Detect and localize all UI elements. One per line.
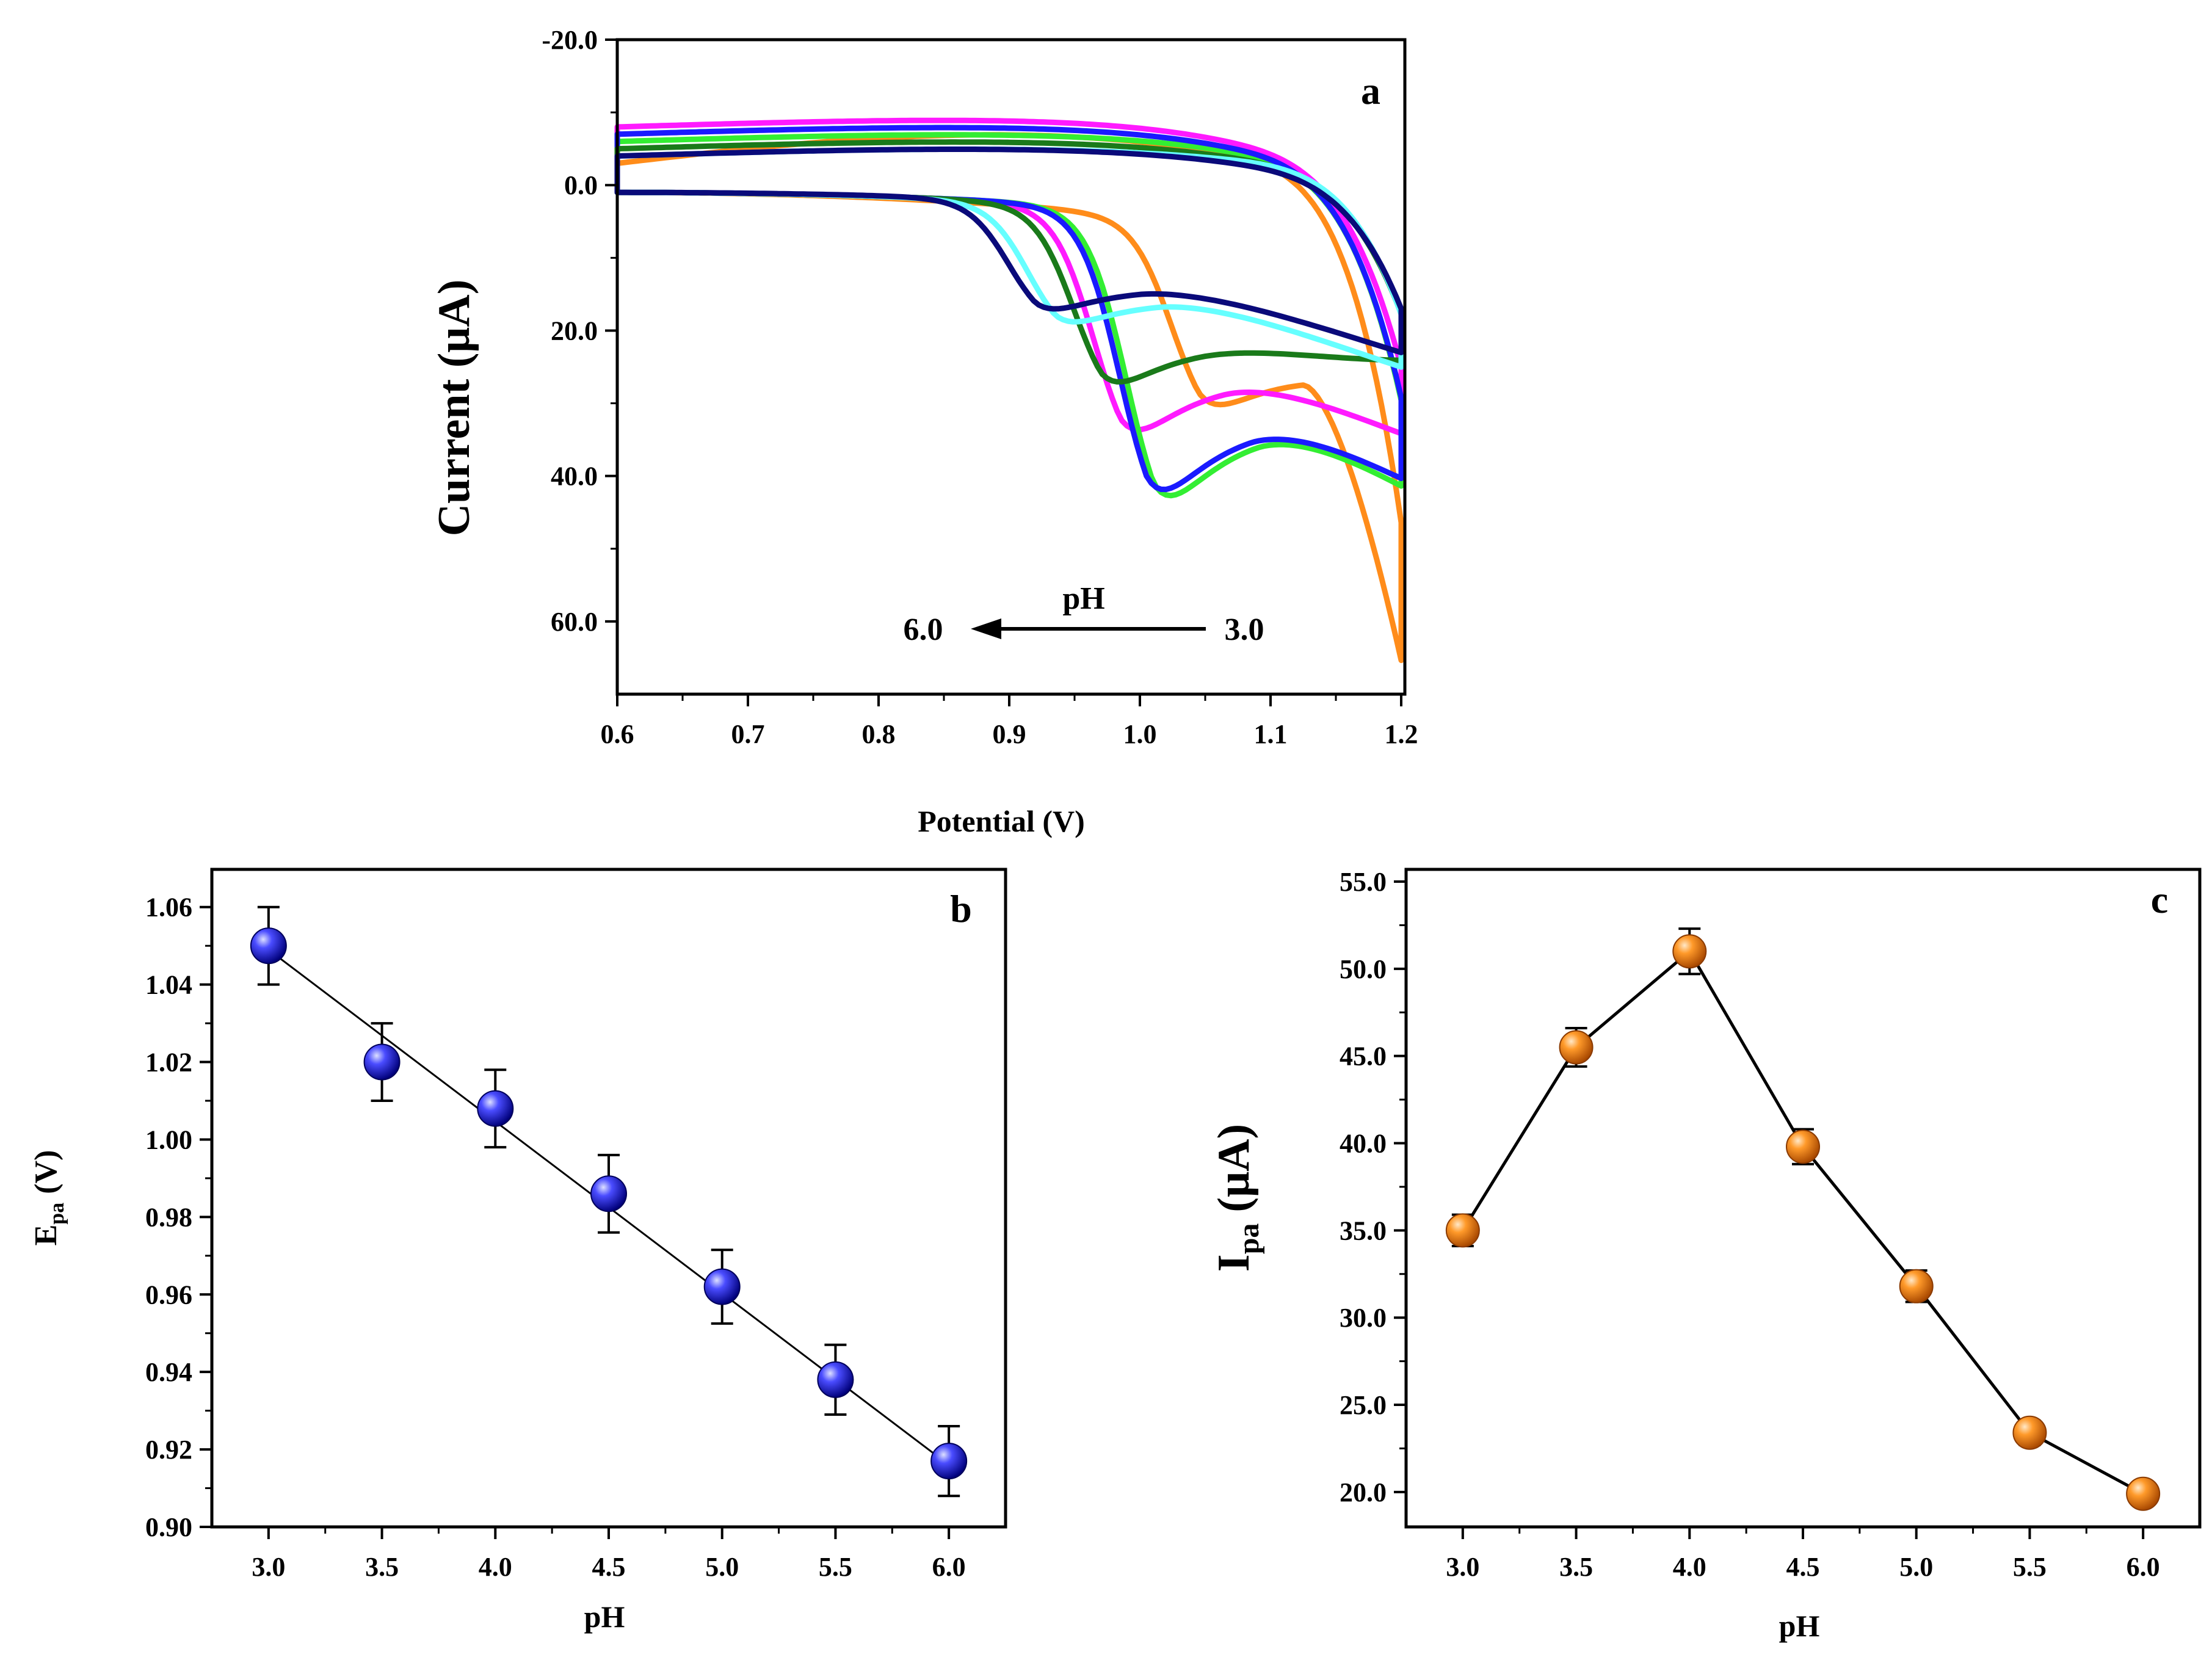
panel-c-y-tick-label: 30.0 <box>1340 1303 1387 1333</box>
panel-b-y-tick-label: 0.96 <box>145 1280 192 1310</box>
panel-b-y-tick-label: 0.90 <box>145 1512 192 1542</box>
panel-a-x-tick-label: 1.2 <box>1385 719 1418 749</box>
panel-b-y-tick-label: 1.00 <box>145 1125 192 1154</box>
panel-b-point <box>590 1175 627 1212</box>
panel-c-point <box>2126 1476 2161 1511</box>
panel-c-y-tick-label: 55.0 <box>1340 867 1387 897</box>
panel-a-x-ticks: 0.6 0.7 0.8 0.9 1.0 1.1 1.2 <box>601 694 1418 749</box>
panel-a-y-tick-label: 20.0 <box>551 316 598 346</box>
ph-annotation-label: pH <box>1062 581 1104 616</box>
panel-c-x-tick-label: 5.5 <box>2013 1552 2047 1582</box>
panel-b-point <box>363 1043 401 1081</box>
panel-a-x-tick-label: 0.6 <box>601 719 634 749</box>
panel-b-x-axis-title: pH <box>584 1600 625 1634</box>
cv-curve-4-5 <box>614 125 1404 493</box>
panel-c-y-tick-label: 45.0 <box>1340 1042 1387 1071</box>
panel-c-error-bars <box>1451 927 2155 1506</box>
panel-a-y-axis-title: Current (μA) <box>429 280 479 537</box>
panel-a-x-tick-label: 1.0 <box>1123 719 1157 749</box>
panel-a-y-tick-label: 40.0 <box>551 462 598 491</box>
panel-c-y-tick-label: 40.0 <box>1340 1129 1387 1159</box>
panel-b-x-tick-label: 3.0 <box>252 1552 285 1582</box>
cv-curve-5-5 <box>614 146 1404 370</box>
panel-c-point <box>1899 1269 1934 1303</box>
panel-c-points <box>1445 934 2161 1511</box>
panel-b-y-axis-title: Epa (V) <box>29 1150 68 1246</box>
panel-b-x-tick-label: 3.5 <box>365 1552 399 1582</box>
panel-b-x-tick-label: 4.0 <box>479 1552 512 1582</box>
panel-b-y-tick-label: 1.02 <box>145 1048 192 1078</box>
panel-b-point <box>930 1443 968 1480</box>
panel-b-points <box>250 927 968 1480</box>
panel-c-point <box>1786 1129 1820 1164</box>
panel-b-y-tick-label: 0.92 <box>145 1435 192 1465</box>
panel-c-y-axis-title-unit: (μA) <box>1209 1124 1259 1212</box>
panel-b-point <box>250 927 287 965</box>
panel-c-series-line <box>1461 949 2144 1495</box>
panel-c-line-group <box>1461 949 2144 1495</box>
panel-b-y-axis-title-unit: (V) <box>29 1150 63 1194</box>
panel-c-axes-frame <box>1404 868 2202 1529</box>
panel-b-x-tick-label: 5.0 <box>705 1552 739 1582</box>
panel-a-x-tick-label: 0.9 <box>993 719 1026 749</box>
panel-b: 3.0 3.5 4.0 4.5 5.0 5.5 6.0 0.900.920.940.960.… <box>29 868 1007 1634</box>
panel-c-y-axis-title: Ipa (μA) <box>1209 1124 1265 1272</box>
panel-a-y-tick-label: -20.0 <box>542 25 598 55</box>
panel-a-axes-frame <box>615 38 1407 696</box>
panel-a: 0.6 0.7 0.8 0.9 1.0 1.1 1.2 -20.0 0.0 20.0 40.0 60… <box>429 25 1418 838</box>
panel-a-letter: a <box>1361 69 1380 112</box>
panel-a-y-tick-label: 0.0 <box>564 170 598 200</box>
panel-c-x-tick-label: 3.0 <box>1446 1552 1479 1582</box>
panel-b-x-tick-label: 6.0 <box>932 1552 966 1582</box>
panel-b-point <box>703 1268 741 1305</box>
ph-annotation-end: 6.0 <box>904 612 943 647</box>
panel-b-y-axis-title-sub: pa <box>46 1203 68 1225</box>
panel-c-y-axis-title-main: I <box>1209 1254 1259 1272</box>
panel-c-x-tick-label: 4.5 <box>1786 1552 1820 1582</box>
panel-c-x-tick-label: 3.5 <box>1559 1552 1593 1582</box>
panel-c-y-axis-title-sub: pa <box>1233 1223 1265 1255</box>
panel-c: 3.0 3.5 4.0 4.5 5.0 5.5 6.0 20.0 25.0 30.0 35.0 40… <box>1209 867 2202 1643</box>
panel-a-x-axis-title: Potential (V) <box>918 804 1085 838</box>
panel-c-y-tick-label: 20.0 <box>1340 1477 1387 1507</box>
panel-c-y-ticks: 20.0 25.0 30.0 35.0 40.0 45.0 50.0 55.0 <box>1340 867 1406 1507</box>
panel-b-point <box>477 1090 514 1127</box>
cv-curve-6-0 <box>614 147 1404 355</box>
panel-c-y-tick-label: 50.0 <box>1340 954 1387 984</box>
panel-c-y-tick-label: 25.0 <box>1340 1390 1387 1420</box>
panel-b-point <box>817 1361 854 1398</box>
panel-b-x-tick-label: 4.5 <box>592 1552 626 1582</box>
ph-annotation: pH 6.0 3.0 <box>904 581 1264 647</box>
panel-b-y-tick-label: 0.94 <box>145 1357 192 1387</box>
panel-c-x-tick-label: 4.0 <box>1673 1552 1706 1582</box>
panel-c-point <box>1445 1213 1480 1248</box>
panel-a-y-tick-label: 60.0 <box>551 607 598 637</box>
ph-annotation-start: 3.0 <box>1225 612 1264 647</box>
panel-b-x-tick-label: 5.5 <box>819 1552 852 1582</box>
panel-c-point <box>2012 1415 2047 1450</box>
panel-a-curves <box>614 117 1404 664</box>
panel-a-x-tick-label: 0.8 <box>862 719 896 749</box>
panel-c-letter: c <box>2151 878 2168 921</box>
panel-b-y-tick-label: 1.04 <box>145 970 192 1000</box>
panel-c-point <box>1559 1030 1594 1065</box>
panel-a-x-tick-label: 0.7 <box>731 719 765 749</box>
panel-c-x-tick-label: 5.0 <box>1899 1552 1933 1582</box>
panel-c-x-axis-title: pH <box>1779 1609 1820 1643</box>
panel-b-y-tick-label: 0.98 <box>145 1202 192 1232</box>
panel-b-y-ticks: 0.90 0.92 0.94 0.96 0.98 1.00 1.02 1.04 1.06 <box>145 893 212 1542</box>
panel-b-letter: b <box>950 887 972 930</box>
panel-b-y-tick-label: 1.06 <box>145 893 192 922</box>
panel-c-point <box>1672 934 1707 969</box>
ph-annotation-arrow-head <box>971 618 1001 639</box>
panel-b-x-ticks: 3.0 3.5 4.0 4.5 5.0 5.5 6.0 <box>252 1527 966 1582</box>
panel-c-x-ticks: 3.0 3.5 4.0 4.5 5.0 5.5 6.0 <box>1446 1527 2160 1582</box>
panel-a-y-ticks: -20.0 0.0 20.0 40.0 60.0 <box>542 25 617 637</box>
panel-c-y-tick-label: 35.0 <box>1340 1216 1387 1245</box>
panel-b-y-axis-title-main: E <box>29 1225 63 1246</box>
panel-c-x-tick-label: 6.0 <box>2127 1552 2160 1582</box>
panel-a-x-tick-label: 1.1 <box>1254 719 1288 749</box>
